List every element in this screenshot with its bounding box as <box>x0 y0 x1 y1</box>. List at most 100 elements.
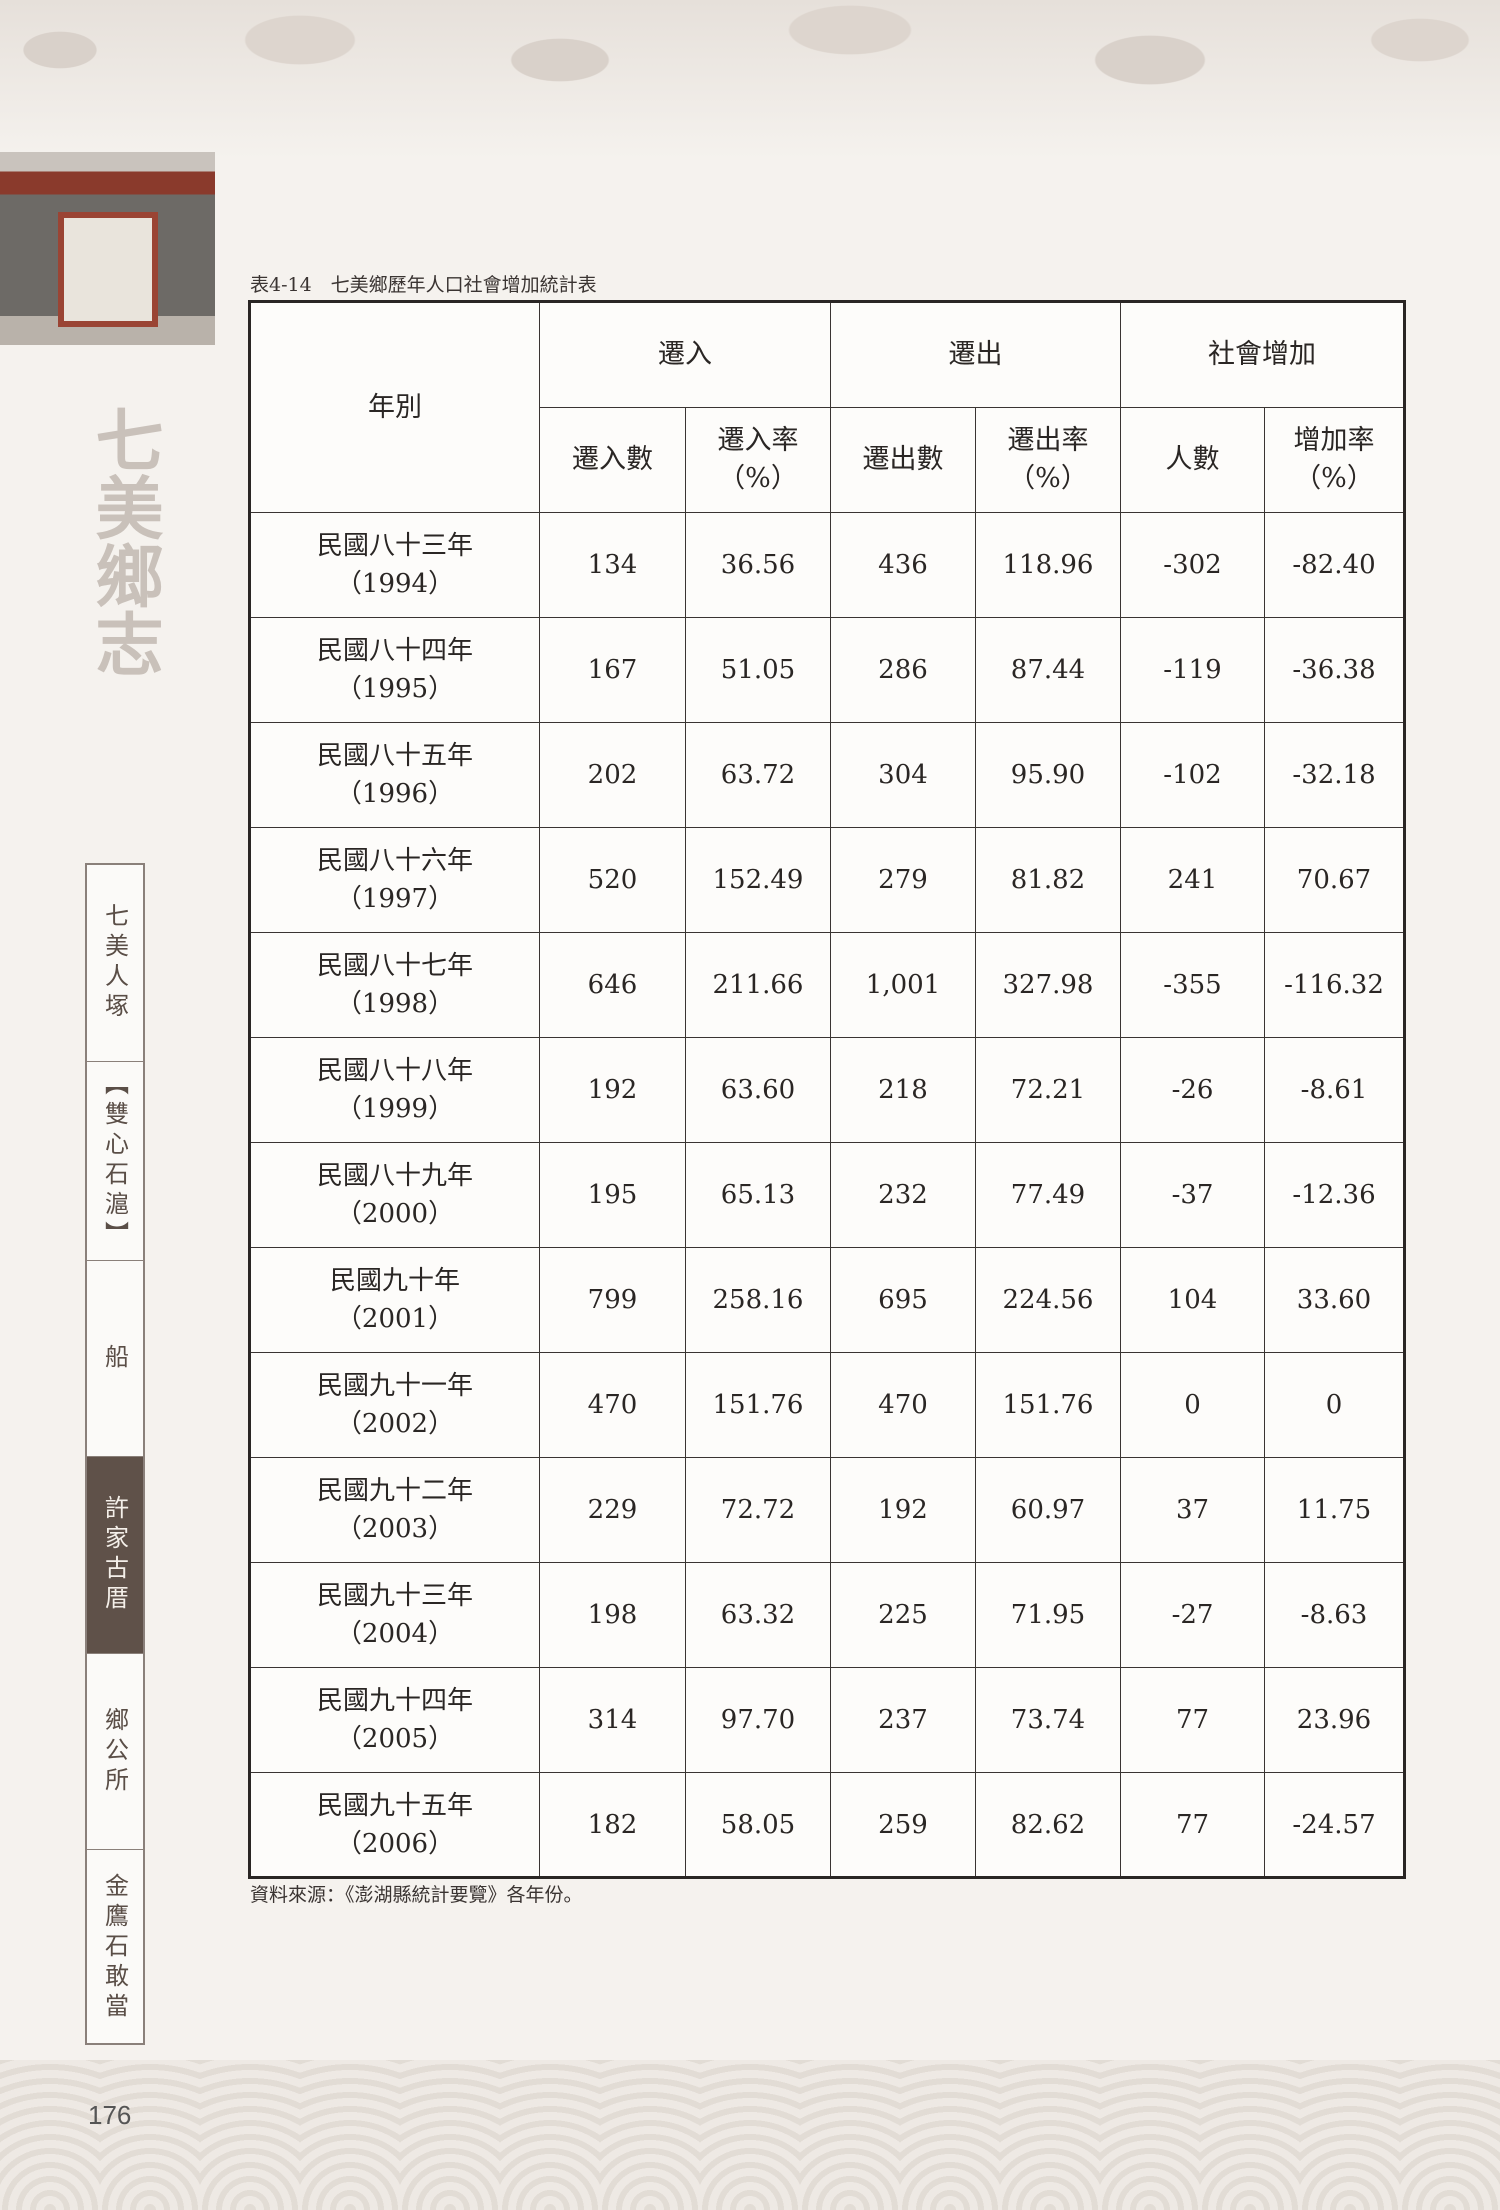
data-cell: -355 <box>1120 932 1265 1038</box>
year-roc: 民國九十三年 <box>316 1581 473 1611</box>
subheader-unit: （%） <box>1294 463 1374 494</box>
data-cell: 104 <box>1120 1247 1265 1353</box>
table-row: 民國八十五年 （1996） 202 63.72 304 95.90 -102 -32.18 <box>249 722 1405 828</box>
data-cell: 23.96 <box>1264 1667 1405 1773</box>
year-ad: （2001） <box>335 1304 455 1334</box>
year-roc: 民國九十二年 <box>316 1476 473 1506</box>
table-row: 民國八十六年 （1997） 520 152.49 279 81.82 241 70.67 <box>249 827 1405 933</box>
data-cell: 182 <box>539 1772 686 1878</box>
data-cell: 77.49 <box>975 1142 1121 1248</box>
data-cell: 304 <box>830 722 976 828</box>
data-cell: 63.32 <box>685 1562 831 1668</box>
data-cell: 167 <box>539 617 686 723</box>
side-nav: 七美人塚 【雙心石滬】船許家古厝 鄉公所金鷹石敢當 <box>85 863 145 2045</box>
table-row: 民國九十三年 （2004） 198 63.32 225 71.95 -27 -8.63 <box>249 1562 1405 1668</box>
data-cell: -37 <box>1120 1142 1265 1248</box>
subheader-label: 遷入率 <box>717 425 799 456</box>
year-cell: 民國九十一年 （2002） <box>249 1352 540 1458</box>
data-cell: 695 <box>830 1247 976 1353</box>
house-photo <box>0 152 215 345</box>
year-ad: （1997） <box>335 884 455 914</box>
data-cell: -116.32 <box>1264 932 1405 1038</box>
year-roc: 民國八十三年 <box>316 531 473 561</box>
year-cell: 民國九十年 （2001） <box>249 1247 540 1353</box>
data-cell: 1,001 <box>830 932 976 1038</box>
data-cell: 259 <box>830 1772 976 1878</box>
subheader-label: 遷出率 <box>1007 425 1089 456</box>
subheader-label: 增加率 <box>1293 425 1375 456</box>
year-cell: 民國八十三年 （1994） <box>249 512 540 618</box>
data-cell: 65.13 <box>685 1142 831 1248</box>
population-table: 年別 遷入 遷出 社會增加 遷入數 遷入率 （%） 遷出數 遷出率 （%） 人數 增加率 （%）… <box>248 300 1406 1879</box>
data-cell: 470 <box>539 1352 686 1458</box>
year-ad: （1994） <box>335 569 455 599</box>
data-cell: 286 <box>830 617 976 723</box>
year-ad: （1996） <box>335 779 455 809</box>
side-nav-item[interactable]: 金鷹石敢當 <box>100 1872 129 2023</box>
year-roc: 民國八十四年 <box>316 636 473 666</box>
subheader-label: 遷出數 <box>862 444 944 475</box>
side-nav-item[interactable]: 許家古厝 <box>87 1457 143 1654</box>
data-cell: 58.05 <box>685 1772 831 1878</box>
data-cell: 241 <box>1120 827 1265 933</box>
data-cell: 36.56 <box>685 512 831 618</box>
data-cell: 232 <box>830 1142 976 1248</box>
year-cell: 民國九十四年 （2005） <box>249 1667 540 1773</box>
data-cell: -8.63 <box>1264 1562 1405 1668</box>
data-cell: 63.60 <box>685 1037 831 1143</box>
subheader: 人數 <box>1120 407 1265 513</box>
table-row: 民國九十一年 （2002） 470 151.76 470 151.76 0 0 <box>249 1352 1405 1458</box>
data-cell: -24.57 <box>1264 1772 1405 1878</box>
data-cell: -26 <box>1120 1037 1265 1143</box>
data-cell: 314 <box>539 1667 686 1773</box>
table-source: 資料來源：《澎湖縣統計要覽》各年份。 <box>250 1884 583 1906</box>
side-nav-item[interactable]: 七美人塚 <box>87 865 143 1062</box>
year-roc: 民國八十五年 <box>316 741 473 771</box>
data-cell: 211.66 <box>685 932 831 1038</box>
data-cell: 152.49 <box>685 827 831 933</box>
subheader: 遷入數 <box>539 407 686 513</box>
data-cell: 82.62 <box>975 1772 1121 1878</box>
data-cell: 192 <box>539 1037 686 1143</box>
data-cell: 0 <box>1120 1352 1265 1458</box>
year-cell: 民國八十四年 （1995） <box>249 617 540 723</box>
year-cell: 民國八十八年 （1999） <box>249 1037 540 1143</box>
table-row: 民國八十九年 （2000） 195 65.13 232 77.49 -37 -12.36 <box>249 1142 1405 1248</box>
data-cell: -302 <box>1120 512 1265 618</box>
data-cell: 118.96 <box>975 512 1121 618</box>
year-cell: 民國八十七年 （1998） <box>249 932 540 1038</box>
year-cell: 民國九十五年 （2006） <box>249 1772 540 1878</box>
table-row: 民國八十四年 （1995） 167 51.05 286 87.44 -119 -36.38 <box>249 617 1405 723</box>
house-door <box>58 212 158 327</box>
data-cell: 73.74 <box>975 1667 1121 1773</box>
year-roc: 民國八十八年 <box>316 1056 473 1086</box>
year-roc: 民國九十四年 <box>316 1686 473 1716</box>
year-ad: （2003） <box>335 1514 455 1544</box>
data-cell: 72.72 <box>685 1457 831 1563</box>
data-cell: -8.61 <box>1264 1037 1405 1143</box>
data-cell: 224.56 <box>975 1247 1121 1353</box>
data-cell: 327.98 <box>975 932 1121 1038</box>
data-cell: 77 <box>1120 1772 1265 1878</box>
data-cell: 70.67 <box>1264 827 1405 933</box>
data-cell: -12.36 <box>1264 1142 1405 1248</box>
data-cell: 77 <box>1120 1667 1265 1773</box>
wave-pattern-footer <box>0 2060 1500 2210</box>
year-cell: 民國八十六年 （1997） <box>249 827 540 933</box>
subheader: 遷出率 （%） <box>975 407 1121 513</box>
year-ad: （1999） <box>335 1094 455 1124</box>
table-row: 民國九十二年 （2003） 229 72.72 192 60.97 37 11.75 <box>249 1457 1405 1563</box>
data-cell: 520 <box>539 827 686 933</box>
header-group-social: 社會增加 <box>1120 301 1405 408</box>
side-nav-item[interactable]: 【雙心石滬】 <box>87 1062 143 1261</box>
table-row: 民國八十三年 （1994） 134 36.56 436 118.96 -302 -82.40 <box>249 512 1405 618</box>
year-roc: 民國九十一年 <box>316 1371 473 1401</box>
side-nav-item[interactable]: 鄉公所 <box>87 1654 143 1850</box>
year-cell: 民國八十五年 （1996） <box>249 722 540 828</box>
side-nav-item[interactable]: 船 <box>87 1261 143 1457</box>
header-year: 年別 <box>249 301 540 513</box>
data-cell: 192 <box>830 1457 976 1563</box>
book-title: 七美鄉志 <box>83 405 163 677</box>
data-cell: 151.76 <box>975 1352 1121 1458</box>
data-cell: 646 <box>539 932 686 1038</box>
